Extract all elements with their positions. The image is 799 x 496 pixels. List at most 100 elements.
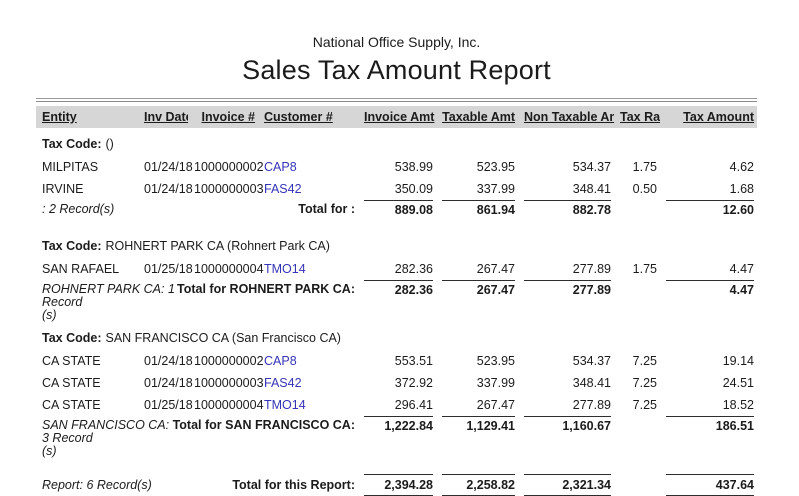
total-tax-amount: 186.51	[666, 416, 754, 433]
customer-link[interactable]: FAS42	[264, 182, 302, 196]
invoice-number-cell: 1000000003	[194, 182, 264, 196]
column-header-taxable-amt[interactable]: Taxable Amt	[436, 106, 518, 128]
report-total-invoice-amt: 2,394.28	[364, 474, 433, 496]
tax-rate-cell: 7.25	[632, 354, 657, 368]
report-record-count: Report: 6 Record(s)	[42, 478, 152, 492]
taxable-amt-cell: 523.95	[476, 160, 515, 174]
invoice-amt-cell: 553.51	[394, 354, 433, 368]
tax-amount-cell: 24.51	[722, 376, 754, 390]
group-total-row: SAN FRANCISCO CA: 3 Record (s) Total for…	[36, 416, 757, 458]
group-total-row: ROHNERT PARK CA: 1 Record (s) Total for …	[36, 280, 757, 322]
tax-code-value: ROHNERT PARK CA (Rohnert Park CA)	[105, 239, 330, 253]
table-row: IRVINE 01/24/18 1000000003 FAS42 350.09 …	[36, 178, 757, 200]
group-total-label: Total for SAN FRANCISCO CA:	[172, 418, 355, 432]
total-non-taxable-amt: 277.89	[524, 280, 611, 297]
total-tax-amount: 4.47	[666, 280, 754, 297]
tax-code-value: ()	[105, 137, 114, 151]
column-header-non-taxable-amt[interactable]: Non Taxable Amt	[518, 106, 614, 128]
total-tax-rate-empty	[614, 280, 660, 322]
company-name: National Office Supply, Inc.	[312, 34, 481, 50]
entity-cell: CA STATE	[42, 398, 101, 412]
total-non-taxable-amt: 882.78	[524, 200, 611, 217]
tax-amount-cell: 19.14	[722, 354, 754, 368]
column-header-entity[interactable]: Entity	[36, 106, 138, 128]
group-header-row: Tax Code: ROHNERT PARK CA (Rohnert Park C…	[36, 230, 757, 258]
column-header-inv-date[interactable]: Inv Date	[138, 106, 188, 128]
table-header-row: Entity Inv Date Invoice # Customer # Inv…	[36, 106, 757, 128]
total-tax-rate-empty	[614, 200, 660, 230]
tax-code-label: Tax Code:	[42, 239, 102, 253]
tax-code-label: Tax Code:	[42, 331, 102, 345]
group-header-row: Tax Code:()	[36, 128, 757, 156]
page-title: Sales Tax Amount Report	[242, 55, 551, 85]
entity-cell: CA STATE	[42, 376, 101, 390]
total-taxable-amt: 267.47	[442, 280, 515, 297]
tax-code-label: Tax Code:	[42, 137, 102, 151]
inv-date-cell: 01/25/18	[144, 398, 193, 412]
inv-date-cell: 01/24/18	[144, 354, 193, 368]
inv-date-cell: 01/24/18	[144, 160, 193, 174]
table-row: CA STATE 01/25/18 1000000004 TMO14 296.4…	[36, 394, 757, 416]
non-taxable-amt-cell: 277.89	[572, 398, 611, 412]
customer-link[interactable]: CAP8	[264, 160, 297, 174]
tax-amount-cell: 18.52	[722, 398, 754, 412]
total-invoice-amt: 1,222.84	[364, 416, 433, 433]
customer-link[interactable]: TMO14	[264, 262, 306, 276]
report-total-non-taxable-amt: 2,321.34	[524, 474, 611, 496]
customer-link[interactable]: TMO14	[264, 398, 306, 412]
tax-rate-cell: 1.75	[632, 160, 657, 174]
taxable-amt-cell: 337.99	[476, 182, 515, 196]
record-count-note: ROHNERT PARK CA: 1 Record (s)	[42, 282, 175, 322]
invoice-number-cell: 1000000004	[194, 262, 264, 276]
invoice-number-cell: 1000000002	[194, 160, 264, 174]
tax-amount-cell: 4.62	[729, 160, 754, 174]
inv-date-cell: 01/25/18	[144, 262, 193, 276]
non-taxable-amt-cell: 534.37	[572, 160, 611, 174]
total-tax-rate-empty	[614, 416, 660, 458]
column-header-invoice-number[interactable]: Invoice #	[188, 106, 258, 128]
taxable-amt-cell: 267.47	[476, 398, 515, 412]
table-row: MILPITAS 01/24/18 1000000002 CAP8 538.99…	[36, 156, 757, 178]
column-header-tax-rate[interactable]: Tax Rate	[614, 106, 660, 128]
tax-rate-cell: 7.25	[632, 398, 657, 412]
inv-date-cell: 01/24/18	[144, 376, 193, 390]
report-total-tax-rate-empty	[614, 458, 660, 496]
tax-rate-cell: 1.75	[632, 262, 657, 276]
invoice-amt-cell: 538.99	[394, 160, 433, 174]
tax-code-value: SAN FRANCISCO CA (San Francisco CA)	[105, 331, 341, 345]
entity-cell: SAN RAFAEL	[42, 262, 120, 276]
customer-link[interactable]: FAS42	[264, 376, 302, 390]
taxable-amt-cell: 523.95	[476, 354, 515, 368]
group-header-row: Tax Code: SAN FRANCISCO CA (San Francisco…	[36, 322, 757, 350]
report-table: Entity Inv Date Invoice # Customer # Inv…	[36, 106, 757, 496]
invoice-amt-cell: 350.09	[394, 182, 433, 196]
group-total-label: Total for ROHNERT PARK CA:	[177, 282, 355, 296]
total-invoice-amt: 282.36	[364, 280, 433, 297]
non-taxable-amt-cell: 348.41	[572, 182, 611, 196]
customer-link[interactable]: CAP8	[264, 354, 297, 368]
total-taxable-amt: 1,129.41	[442, 416, 515, 433]
column-header-customer-number[interactable]: Customer #	[258, 106, 358, 128]
non-taxable-amt-cell: 534.37	[572, 354, 611, 368]
non-taxable-amt-cell: 277.89	[572, 262, 611, 276]
header-double-rule	[36, 98, 757, 102]
tax-rate-cell: 7.25	[632, 376, 657, 390]
inv-date-cell: 01/24/18	[144, 182, 193, 196]
tax-amount-cell: 1.68	[729, 182, 754, 196]
total-invoice-amt: 889.08	[364, 200, 433, 217]
total-tax-amount: 12.60	[666, 200, 754, 217]
taxable-amt-cell: 337.99	[476, 376, 515, 390]
table-row: SAN RAFAEL 01/25/18 1000000004 TMO14 282…	[36, 258, 757, 280]
report-page: National Office Supply, Inc. Sales Tax A…	[36, 34, 757, 496]
report-total-taxable-amt: 2,258.82	[442, 474, 515, 496]
column-header-tax-amount[interactable]: Tax Amount	[660, 106, 757, 128]
group-total-label: Total for :	[298, 202, 355, 216]
tax-rate-cell: 0.50	[632, 182, 657, 196]
invoice-number-cell: 1000000003	[194, 376, 264, 390]
tax-amount-cell: 4.47	[729, 262, 754, 276]
column-header-invoice-amt[interactable]: Invoice Amt	[358, 106, 436, 128]
entity-cell: MILPITAS	[42, 160, 99, 174]
group-total-row: : 2 Record(s) Total for : 889.08 861.94 …	[36, 200, 757, 230]
invoice-amt-cell: 372.92	[394, 376, 433, 390]
report-total-label: Total for this Report:	[232, 478, 355, 492]
